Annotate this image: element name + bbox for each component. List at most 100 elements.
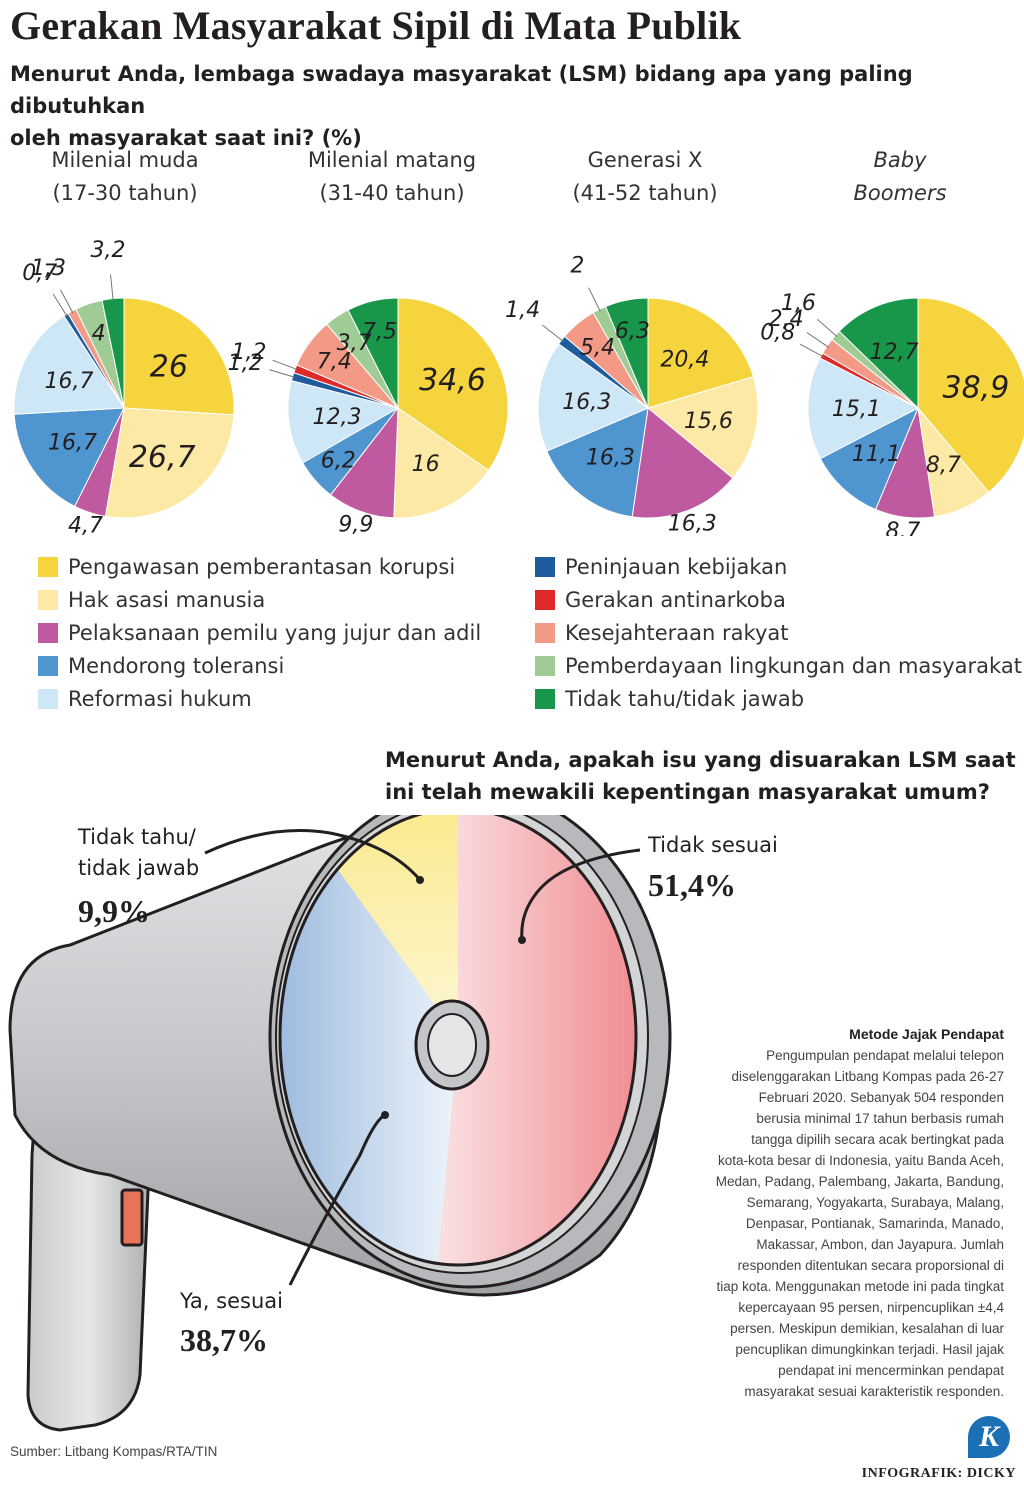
- pie-data-label: 16,3: [562, 390, 611, 415]
- method-line: Denpasar, Pontianak, Samarinda, Manado,: [745, 1216, 1004, 1231]
- leader-line-dunno: [204, 829, 422, 881]
- method-line: diselenggarakan Litbang Kompas pada 26-2…: [731, 1069, 1004, 1084]
- pie-slice: [807, 357, 920, 460]
- pie-data-label: 16,3: [586, 445, 635, 470]
- pie-data-label: 16,7: [45, 369, 94, 394]
- pie-data-label: 16,7: [48, 431, 97, 456]
- legend-label: Pengawasan pemberantasan korupsi: [68, 555, 456, 579]
- pie-leader-line: [806, 332, 830, 348]
- method-line: tangga dipilih secara acak bertingkat pa…: [751, 1132, 1004, 1147]
- pie-data-label: 8,7: [885, 519, 920, 536]
- generation-2-range: (31-40 tahun): [319, 181, 465, 205]
- pie-data-label: 38,9: [942, 370, 1009, 405]
- method-line: Semarang, Yogyakarta, Surabaya, Malang,: [746, 1195, 1004, 1210]
- legend-item: Reformasi hukum: [38, 685, 252, 713]
- generation-3-name: Generasi X: [587, 148, 703, 172]
- legend-label: Reformasi hukum: [68, 687, 252, 711]
- legend-swatch: [38, 590, 58, 610]
- pie-slice: [393, 407, 490, 519]
- pie-slice: [123, 297, 235, 416]
- legend-label: Tidak tahu/tidak jawab: [565, 687, 805, 711]
- yes-label: Ya, sesuai: [180, 1289, 283, 1313]
- pie-data-label: 1,3: [31, 256, 66, 281]
- generation-label-2: Milenial matang (31-40 tahun): [277, 144, 507, 210]
- question-1-line2: oleh masyarakat saat ini? (%): [10, 126, 362, 150]
- pie-slice: [537, 343, 650, 452]
- legend-item: Mendorong toleransi: [38, 652, 284, 680]
- legend-swatch: [535, 623, 555, 643]
- pie-data-label: 7,4: [317, 350, 352, 375]
- pie-data-label: 2: [570, 254, 584, 279]
- pie-data-label: 7,5: [362, 320, 397, 345]
- pie-data-label: 6,3: [615, 319, 650, 344]
- method-line: kepercayaan 95 persen, nirpencuplikan ±4…: [738, 1300, 1004, 1315]
- infographic-credit: INFOGRAFIK: DICKY: [861, 1466, 1016, 1481]
- pie-data-label: 16,3: [668, 512, 717, 536]
- pie-leader-line: [60, 289, 74, 314]
- pie-slice: [631, 407, 734, 519]
- pie-data-label: 3,2: [90, 238, 125, 263]
- dunno-percent: 9,9%: [78, 893, 150, 929]
- no-label: Tidak sesuai: [648, 833, 778, 857]
- pie-data-label: 12,7: [870, 340, 919, 365]
- pie-data-label: 1,6: [781, 291, 816, 316]
- kompas-logo: K: [968, 1416, 1010, 1458]
- pie-leader-line: [110, 274, 114, 301]
- legend-item: Pengawasan pemberantasan korupsi: [38, 553, 455, 581]
- pie-data-label: 0,8: [760, 321, 795, 346]
- pie-data-label: 11,1: [852, 442, 901, 467]
- pie-data-label: 4,7: [68, 514, 103, 536]
- page-title: Gerakan Masyarakat Sipil di Mata Publik: [10, 3, 742, 48]
- pie-data-label: 1,2: [228, 351, 263, 376]
- legend-swatch: [535, 557, 555, 577]
- dunno-label-line2: tidak jawab: [78, 856, 200, 880]
- pie-slice: [104, 407, 235, 519]
- pie-data-label: 26,7: [129, 440, 196, 475]
- pie-data-label: 1,2: [231, 340, 266, 365]
- method-line: Pengumpulan pendapat melalui telepon: [766, 1048, 1004, 1063]
- generation-3-range: (41-52 tahun): [572, 181, 718, 205]
- pie-leader-line: [588, 287, 601, 312]
- method-line: responden ditentukan secara proporsional…: [737, 1258, 1004, 1273]
- pie-leader-line: [269, 369, 295, 378]
- pie-data-label: 5,4: [580, 336, 615, 361]
- method-line: tiap kota. Menggunakan metode ini pada t…: [716, 1279, 1004, 1294]
- legend-swatch: [535, 590, 555, 610]
- megaphone-illustration: [8, 815, 672, 1432]
- trigger-button: [120, 1188, 144, 1247]
- pie-data-label: 12,3: [312, 405, 361, 430]
- legend-label: Pelaksanaan pemilu yang jujur dan adil: [68, 621, 482, 645]
- generation-1-range: (17-30 tahun): [52, 181, 198, 205]
- pie-data-label: 15,6: [684, 409, 733, 434]
- pie-data-label: 3,7: [337, 331, 372, 356]
- question-2-line2: ini telah mewakili kepentingan masyaraka…: [385, 780, 990, 804]
- legend-item: Tidak tahu/tidak jawab: [535, 685, 804, 713]
- question-1-line1: Menurut Anda, lembaga swadaya masyarakat…: [10, 62, 913, 118]
- legend-item: Pelaksanaan pemilu yang jujur dan adil: [38, 619, 481, 647]
- source-note: Sumber: Litbang Kompas/RTA/TIN: [10, 1444, 218, 1459]
- pie-data-label: 20,4: [660, 347, 709, 372]
- method-line: Medan, Padang, Palembang, Jakarta, Bandu…: [715, 1174, 1004, 1189]
- pie-slice: [838, 297, 919, 410]
- generation-4-range: Boomers: [853, 181, 947, 205]
- pie-slice: [13, 315, 125, 415]
- legend-label: Peninjauan kebijakan: [565, 555, 788, 579]
- legend-swatch: [38, 689, 58, 709]
- pie-data-label: 16: [412, 452, 440, 477]
- no-percent: 51,4%: [648, 867, 736, 903]
- yes-percent: 38,7%: [180, 1322, 268, 1358]
- method-title: Metode Jajak Pendapat: [849, 1026, 1004, 1042]
- pie-slice: [917, 297, 1024, 494]
- legend-swatch: [38, 656, 58, 676]
- method-note: Metode Jajak Pendapat Pengumpulan pendap…: [658, 1024, 1004, 1402]
- pie-charts: 26 26,7 4,7 16,7 16,7 0,71,3 4 3,2 34,6 16 9,9 6,2 1…: [13, 238, 1024, 536]
- method-line: persen. Meskipun demikian, kesalahan di …: [730, 1321, 1004, 1336]
- pie-data-label: 15,1: [832, 397, 881, 422]
- slice-tidak-sesuai: [422, 815, 636, 1265]
- pie-slice: [819, 406, 919, 511]
- generation-4-name: Baby: [873, 148, 927, 172]
- legend-swatch: [38, 557, 58, 577]
- pie-data-label: 6,2: [321, 449, 356, 474]
- pie-data-label: 34,6: [419, 363, 486, 398]
- pie-leader-line: [52, 293, 68, 317]
